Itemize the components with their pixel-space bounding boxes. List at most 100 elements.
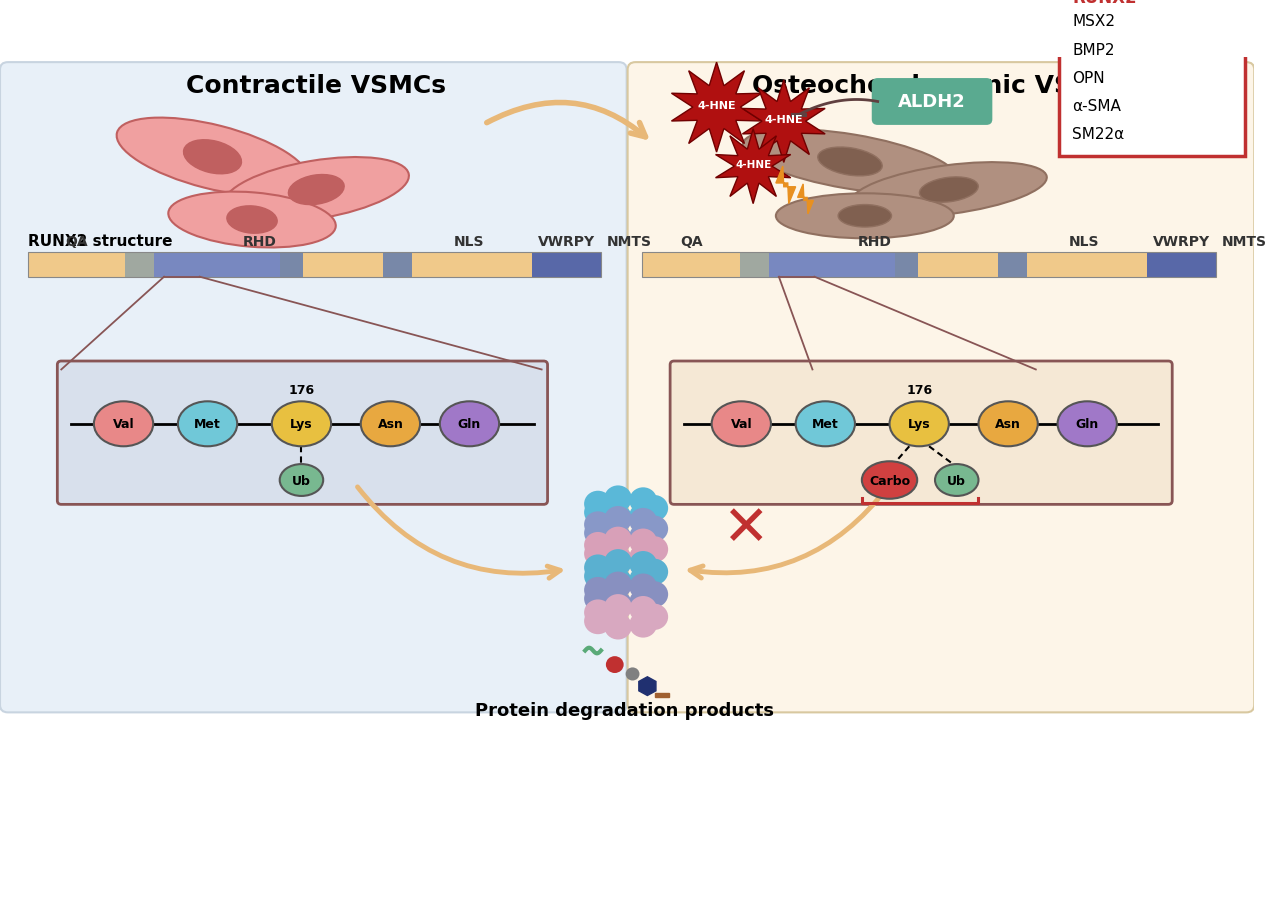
Text: SM22α: SM22α <box>1072 127 1124 142</box>
Circle shape <box>629 611 657 638</box>
Text: QA: QA <box>65 234 88 249</box>
Circle shape <box>604 527 632 553</box>
Ellipse shape <box>169 192 336 248</box>
Polygon shape <box>775 167 796 204</box>
Circle shape <box>584 491 612 517</box>
Circle shape <box>604 507 632 533</box>
Ellipse shape <box>862 462 917 499</box>
Text: Contractile VSMCs: Contractile VSMCs <box>187 74 447 97</box>
Circle shape <box>584 599 612 626</box>
Polygon shape <box>638 677 656 696</box>
Ellipse shape <box>742 130 957 194</box>
Circle shape <box>629 589 657 616</box>
Text: NLS: NLS <box>454 234 485 249</box>
Polygon shape <box>671 63 761 153</box>
Bar <box>383 253 411 277</box>
Text: RHD: RHD <box>858 234 892 249</box>
Circle shape <box>629 574 657 600</box>
Text: NMTS: NMTS <box>1222 234 1266 249</box>
Circle shape <box>629 508 657 535</box>
Bar <box>126 253 154 277</box>
Circle shape <box>629 567 657 593</box>
Bar <box>642 253 1216 277</box>
Circle shape <box>584 609 612 634</box>
Ellipse shape <box>288 175 344 205</box>
Text: QA: QA <box>680 234 703 249</box>
Bar <box>769 253 895 277</box>
Text: ✕: ✕ <box>723 502 769 556</box>
Circle shape <box>584 586 612 612</box>
Bar <box>28 253 126 277</box>
Text: Ub: Ub <box>948 474 966 487</box>
Circle shape <box>604 568 632 595</box>
Bar <box>895 253 917 277</box>
Ellipse shape <box>1057 402 1117 446</box>
Bar <box>1027 253 1107 277</box>
Text: 176: 176 <box>906 384 933 396</box>
Text: α-SMA: α-SMA <box>1072 98 1122 114</box>
Circle shape <box>641 516 669 542</box>
FancyBboxPatch shape <box>57 362 547 505</box>
Text: Val: Val <box>113 418 135 431</box>
Ellipse shape <box>920 178 978 203</box>
Polygon shape <box>798 185 813 215</box>
Bar <box>1107 253 1147 277</box>
Text: BMP2: BMP2 <box>1072 43 1115 57</box>
Text: ALDH2: ALDH2 <box>898 94 966 111</box>
Circle shape <box>641 496 669 522</box>
Circle shape <box>629 524 657 550</box>
Text: 4-HNE: 4-HNE <box>697 101 736 111</box>
Circle shape <box>641 581 669 608</box>
Circle shape <box>629 597 657 622</box>
Bar <box>997 253 1027 277</box>
Ellipse shape <box>94 402 154 446</box>
Circle shape <box>605 657 623 673</box>
Ellipse shape <box>838 205 892 228</box>
FancyBboxPatch shape <box>670 362 1173 505</box>
Text: Val: Val <box>731 418 753 431</box>
Ellipse shape <box>117 118 308 197</box>
Ellipse shape <box>851 163 1047 218</box>
Circle shape <box>604 591 632 618</box>
Text: RUNX2: RUNX2 <box>1072 0 1137 7</box>
Circle shape <box>584 578 612 603</box>
Circle shape <box>604 614 632 640</box>
Ellipse shape <box>223 158 409 223</box>
FancyBboxPatch shape <box>0 63 627 712</box>
Ellipse shape <box>279 465 324 496</box>
Ellipse shape <box>184 140 241 175</box>
Polygon shape <box>716 129 791 204</box>
Text: Ub: Ub <box>292 474 311 487</box>
Polygon shape <box>655 693 669 698</box>
Circle shape <box>584 532 612 558</box>
Circle shape <box>604 595 632 620</box>
FancyBboxPatch shape <box>628 63 1254 712</box>
Bar <box>1147 253 1216 277</box>
Bar <box>28 253 602 277</box>
FancyBboxPatch shape <box>872 79 992 126</box>
Circle shape <box>584 541 612 568</box>
Circle shape <box>629 544 657 570</box>
Circle shape <box>604 505 632 531</box>
Circle shape <box>604 547 632 572</box>
Ellipse shape <box>178 402 237 446</box>
Circle shape <box>629 551 657 578</box>
Text: VWRPY: VWRPY <box>538 234 595 249</box>
Text: Gln: Gln <box>458 418 481 431</box>
Text: 4-HNE: 4-HNE <box>764 115 803 125</box>
Bar <box>532 253 602 277</box>
Ellipse shape <box>796 402 855 446</box>
Text: Osteochondrogenic VSMCs: Osteochondrogenic VSMCs <box>753 74 1129 97</box>
Text: NLS: NLS <box>1068 234 1099 249</box>
Text: RHD: RHD <box>242 234 277 249</box>
Circle shape <box>604 549 632 576</box>
Text: Protein degradation products: Protein degradation products <box>475 701 774 719</box>
Text: Met: Met <box>812 418 839 431</box>
Text: MSX2: MSX2 <box>1072 15 1115 29</box>
Text: Met: Met <box>194 418 221 431</box>
Ellipse shape <box>272 402 331 446</box>
Text: 4-HNE: 4-HNE <box>735 160 772 170</box>
Text: OPN: OPN <box>1072 70 1105 86</box>
Circle shape <box>584 500 612 526</box>
Circle shape <box>604 526 632 552</box>
